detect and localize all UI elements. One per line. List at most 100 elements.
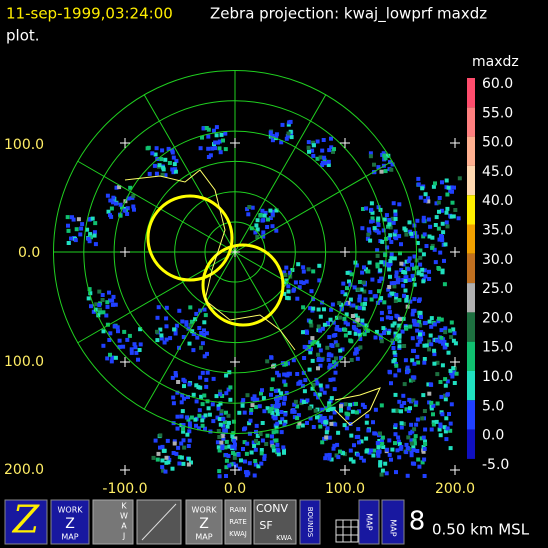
echo — [317, 392, 322, 397]
echo — [369, 219, 374, 224]
echo — [194, 311, 199, 316]
zebra-logo: Z — [12, 498, 40, 542]
echo — [412, 427, 417, 432]
echo — [253, 459, 258, 463]
grid-button[interactable] — [335, 519, 359, 543]
echo — [380, 468, 385, 473]
colorbar-segment — [467, 253, 475, 284]
echo — [451, 327, 456, 332]
echo — [172, 439, 177, 444]
echo — [353, 331, 358, 336]
echo — [444, 342, 449, 347]
echo — [194, 423, 198, 428]
echo — [426, 382, 431, 387]
echo — [311, 153, 316, 158]
echo — [411, 277, 416, 282]
echo — [306, 145, 311, 150]
echo — [200, 423, 205, 428]
toolbar: Z WORK Z MAP K W A J WORK Z MAP RAIN RAT… — [0, 496, 548, 548]
echo — [270, 138, 275, 143]
echo — [412, 441, 417, 446]
echo — [433, 260, 438, 265]
map-button[interactable] — [358, 499, 380, 545]
echo — [218, 422, 223, 427]
echo — [387, 285, 392, 289]
grid-cross — [340, 247, 350, 257]
echo — [321, 138, 326, 142]
echo — [355, 452, 360, 457]
echo — [91, 309, 96, 314]
echo — [437, 209, 441, 214]
echo — [397, 202, 402, 207]
echo — [407, 397, 412, 402]
echo — [254, 423, 259, 428]
echo — [283, 362, 288, 367]
echo — [394, 236, 399, 241]
echo — [193, 417, 198, 422]
bounds-button[interactable] — [299, 499, 321, 545]
echo — [329, 407, 334, 412]
echo — [308, 319, 313, 324]
echo — [379, 339, 384, 344]
echo — [390, 341, 395, 345]
colorbar-label: 40.0 — [482, 193, 513, 209]
echo — [181, 335, 186, 339]
echo — [436, 319, 441, 324]
echo — [252, 444, 257, 448]
echo — [155, 338, 160, 343]
echo — [328, 377, 333, 382]
zebra-button[interactable] — [4, 499, 48, 545]
work-map-button[interactable] — [50, 499, 90, 545]
echo — [392, 256, 397, 261]
echo — [205, 351, 209, 356]
echo — [156, 305, 161, 310]
echo — [348, 297, 353, 302]
status: 0.50 km MSL — [432, 521, 530, 539]
echo — [88, 232, 93, 237]
map-button[interactable] — [381, 499, 405, 545]
work-map-button[interactable] — [185, 499, 223, 545]
echo — [332, 360, 337, 365]
echo — [393, 353, 398, 357]
coastline — [124, 169, 381, 426]
echo — [414, 422, 419, 427]
icon-text: W — [120, 512, 128, 521]
echo — [322, 155, 327, 160]
rain-rate-button[interactable] — [224, 499, 252, 545]
echo — [372, 162, 376, 167]
echo — [204, 377, 209, 382]
echo — [158, 433, 163, 438]
echo — [387, 438, 392, 443]
echo — [261, 230, 266, 235]
echo — [387, 222, 392, 227]
echo — [404, 442, 409, 447]
kwaj-button[interactable] — [92, 499, 134, 545]
echo — [422, 447, 427, 451]
echo — [111, 294, 116, 299]
echo — [378, 298, 383, 303]
echo — [286, 289, 291, 294]
echo — [350, 409, 355, 414]
echo — [397, 323, 402, 328]
echo — [366, 227, 371, 232]
echo — [213, 140, 218, 145]
echo — [412, 254, 417, 259]
echo — [379, 169, 384, 174]
conv-sf-button[interactable] — [253, 499, 297, 545]
echo — [327, 452, 332, 457]
echo — [404, 407, 409, 412]
echo — [105, 322, 110, 327]
echo — [408, 406, 412, 411]
echo — [435, 360, 440, 365]
echo — [439, 394, 444, 399]
echo — [108, 298, 112, 303]
echo — [315, 156, 320, 161]
echo — [276, 373, 281, 378]
echo — [304, 279, 309, 284]
grid-cross — [230, 465, 240, 475]
echo — [441, 230, 446, 235]
echo — [388, 259, 393, 263]
echo — [396, 326, 401, 331]
echo — [318, 314, 323, 319]
echo — [444, 178, 449, 183]
